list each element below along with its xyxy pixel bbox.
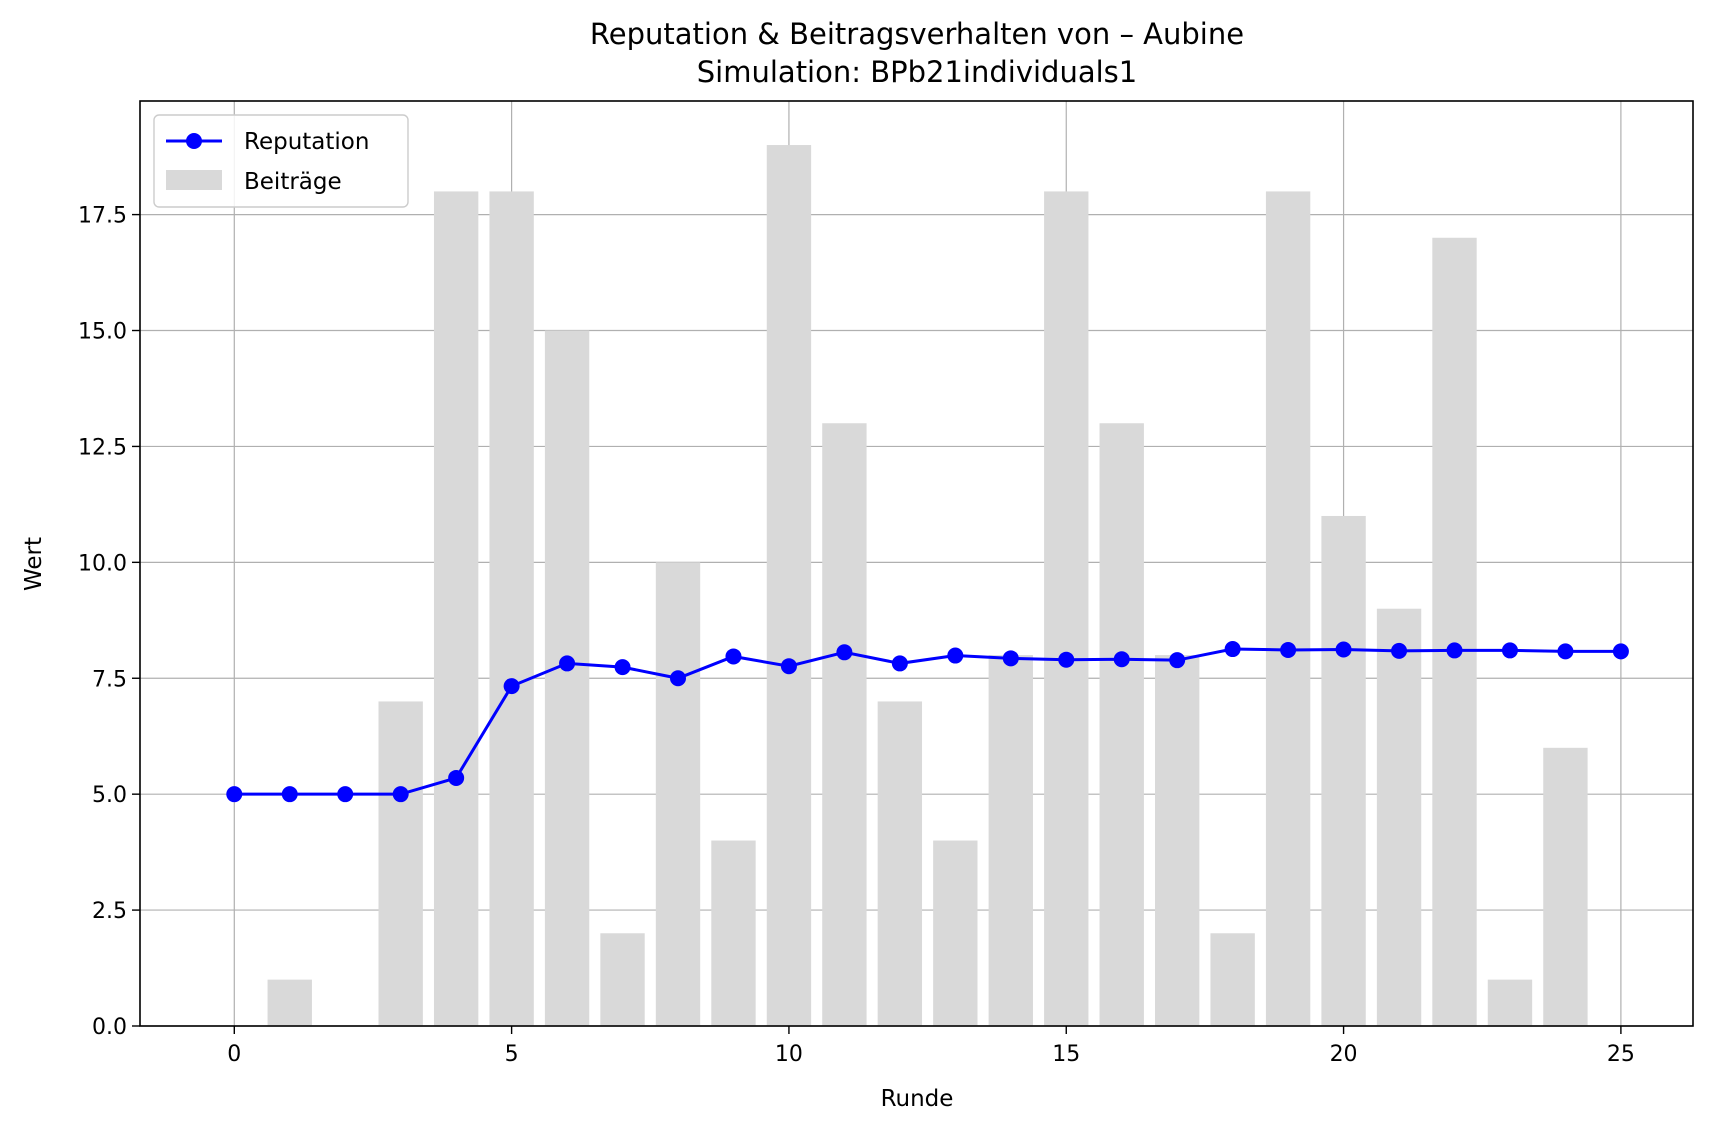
bar <box>1044 191 1089 1027</box>
reputation-point <box>1002 650 1019 667</box>
bar <box>1154 655 1200 1026</box>
reputation-point <box>337 786 354 803</box>
reputation-point <box>1058 651 1075 668</box>
tick-labels: 0 5 10 15 20 25 0.0 2.5 5.0 7.5 10.0 12.5 15.0 17.5 <box>78 204 1635 1067</box>
bar-series <box>267 145 1588 1027</box>
bar <box>933 840 978 1026</box>
reputation-point <box>836 644 853 661</box>
bar <box>1210 933 1255 1026</box>
reputation-point <box>559 655 576 672</box>
reputation-point <box>614 659 631 676</box>
bar <box>544 330 590 1026</box>
legend-label-beitraege: Beiträge <box>244 169 342 195</box>
x-tick-label: 10 <box>775 1042 803 1067</box>
reputation-point <box>1224 641 1241 658</box>
bar <box>1321 515 1366 1026</box>
reputation-point <box>281 786 298 803</box>
reputation-point <box>670 670 687 687</box>
bar <box>766 145 812 1027</box>
axes <box>132 100 1694 1034</box>
legend: Reputation Beiträge <box>153 114 409 208</box>
legend-label-reputation: Reputation <box>244 129 369 155</box>
bar <box>711 840 756 1026</box>
x-tick-label: 0 <box>227 1042 241 1067</box>
bar <box>433 191 479 1027</box>
reputation-point <box>1391 642 1408 659</box>
bar <box>1487 979 1533 1026</box>
chart-subtitle: Simulation: BPb21individuals1 <box>697 55 1137 89</box>
legend-bar-swatch <box>166 170 222 190</box>
reputation-point <box>1280 641 1297 658</box>
reputation-point <box>392 786 409 803</box>
y-tick-label: 5.0 <box>92 783 127 808</box>
bar <box>1543 747 1588 1026</box>
y-tick-label: 17.5 <box>78 204 127 229</box>
reputation-point <box>1446 642 1463 659</box>
reputation-point <box>725 648 742 665</box>
bar <box>1099 423 1144 1026</box>
reputation-point <box>448 769 465 786</box>
bar <box>655 562 701 1026</box>
y-tick-label: 7.5 <box>92 667 127 692</box>
reputation-point <box>891 655 908 672</box>
reputation-point <box>1113 651 1130 668</box>
bar <box>267 979 312 1026</box>
bar <box>1265 191 1311 1027</box>
y-tick-label: 15.0 <box>78 320 127 345</box>
y-tick-label: 10.0 <box>78 551 127 576</box>
bar <box>378 701 423 1026</box>
bar <box>988 655 1033 1026</box>
bar <box>489 191 534 1027</box>
line-series <box>226 641 1629 803</box>
bar <box>600 933 645 1026</box>
plot-frame <box>139 100 1694 1027</box>
x-tick-label: 25 <box>1607 1042 1635 1067</box>
x-axis-label: Runde <box>881 1086 954 1112</box>
chart-title: Reputation & Beitragsverhalten von – Aub… <box>590 17 1244 51</box>
x-tick-label: 15 <box>1052 1042 1080 1067</box>
y-tick-label: 12.5 <box>78 435 127 460</box>
y-tick-label: 0.0 <box>92 1015 127 1040</box>
reputation-point <box>1501 642 1518 659</box>
bar <box>822 423 867 1026</box>
bar <box>877 701 923 1026</box>
reputation-point <box>1612 643 1629 660</box>
reputation-line <box>234 647 1621 796</box>
y-tick-label: 2.5 <box>92 899 127 924</box>
reputation-point <box>780 658 797 675</box>
reputation-point <box>1557 643 1574 660</box>
reputation-point <box>1335 641 1352 658</box>
y-axis-label: Wert <box>21 537 47 591</box>
reputation-point <box>503 678 520 695</box>
reputation-point <box>1169 652 1186 669</box>
x-tick-label: 5 <box>505 1042 519 1067</box>
bar <box>1376 608 1422 1026</box>
legend-marker-swatch <box>186 133 202 149</box>
x-tick-label: 20 <box>1330 1042 1358 1067</box>
reputation-point <box>947 647 964 664</box>
bar <box>1432 237 1477 1027</box>
reputation-point <box>226 786 243 803</box>
